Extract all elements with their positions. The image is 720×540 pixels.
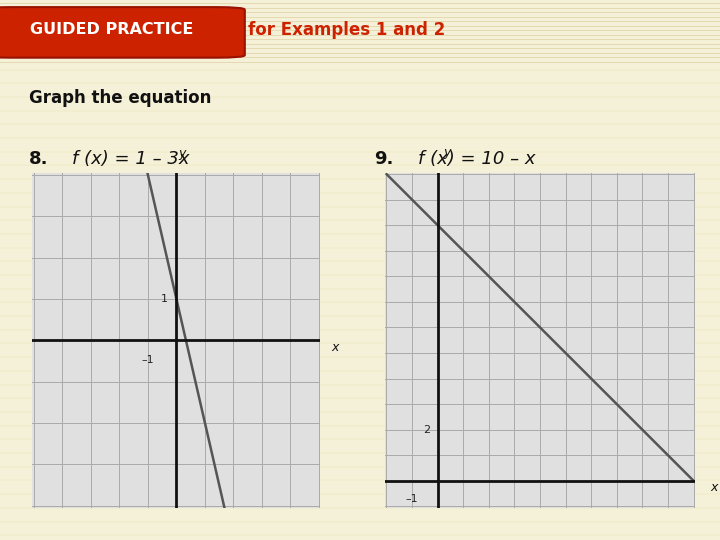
Text: x: x	[710, 481, 718, 494]
Text: for Examples 1 and 2: for Examples 1 and 2	[248, 21, 446, 39]
Text: y: y	[178, 147, 185, 160]
Text: GUIDED PRACTICE: GUIDED PRACTICE	[30, 22, 193, 37]
Text: 9.: 9.	[374, 150, 394, 168]
Text: Graph the equation: Graph the equation	[29, 89, 211, 106]
Text: x: x	[332, 341, 339, 354]
Text: –1: –1	[142, 355, 154, 365]
FancyBboxPatch shape	[0, 7, 245, 58]
Text: y: y	[443, 146, 450, 159]
Text: 8.: 8.	[29, 150, 48, 168]
Text: f (x) = 1 – 3x: f (x) = 1 – 3x	[72, 150, 189, 168]
Text: 2: 2	[423, 424, 430, 435]
Text: f (x) = 10 – x: f (x) = 10 – x	[418, 150, 535, 168]
Text: –1: –1	[406, 494, 418, 503]
Text: 1: 1	[161, 294, 168, 304]
